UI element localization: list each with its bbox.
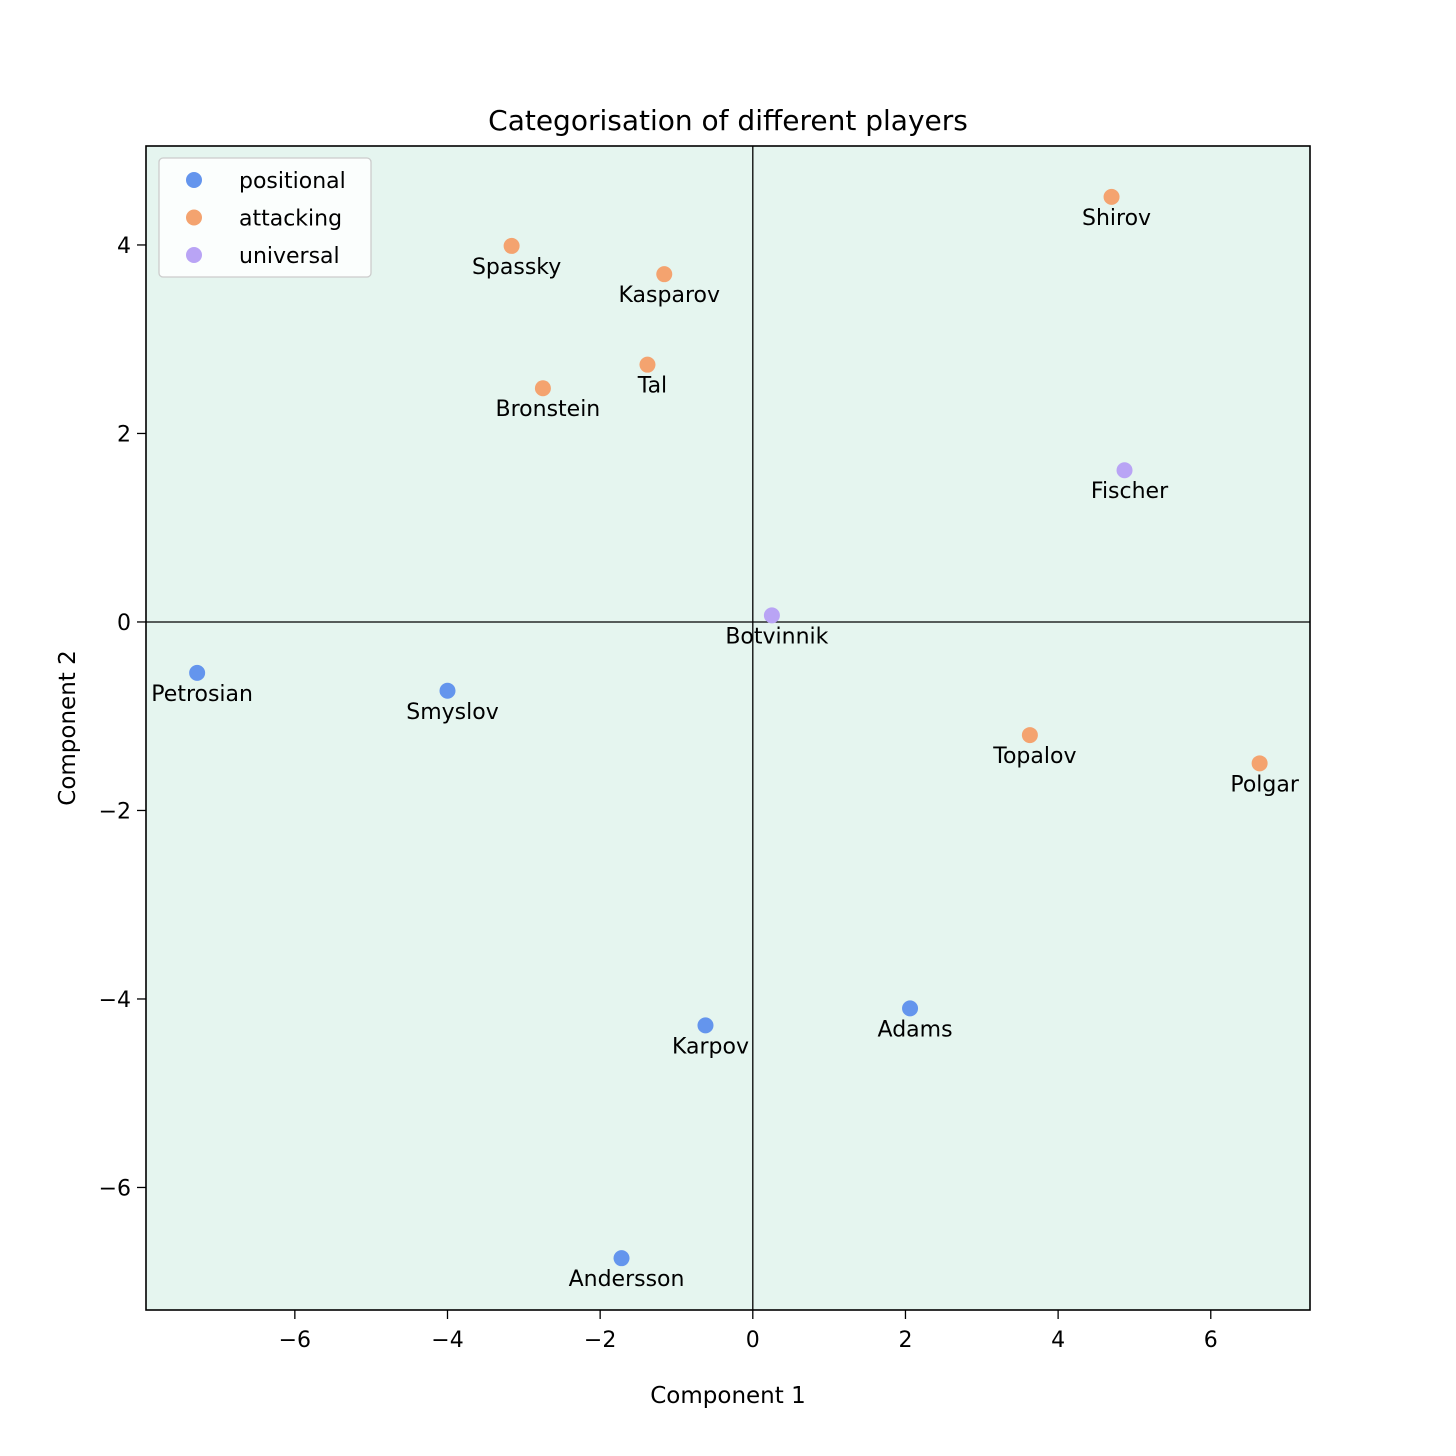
data-point-topalov xyxy=(1021,727,1038,744)
y-tick-label: −6 xyxy=(99,1176,131,1201)
x-tick-label: −2 xyxy=(584,1328,616,1353)
legend-box xyxy=(158,157,372,278)
y-tick-label: 4 xyxy=(117,234,131,259)
point-label-shirov: Shirov xyxy=(1082,206,1151,231)
plot-area: Petrosian Smyslov Karpov Adams Andersson Spas… xyxy=(99,145,1311,1353)
point-label-fischer: Fischer xyxy=(1091,479,1169,504)
data-point-smyslov xyxy=(439,682,456,699)
y-tick-label: −4 xyxy=(99,988,131,1013)
x-tick-label: −6 xyxy=(279,1328,311,1353)
x-tick-label: 4 xyxy=(1051,1328,1065,1353)
point-label-kasparov: Kasparov xyxy=(619,283,720,308)
chart-title: Categorisation of different players xyxy=(488,104,968,137)
legend-marker-attacking xyxy=(186,209,202,226)
point-label-bronstein: Bronstein xyxy=(496,397,601,422)
x-tick-label: 6 xyxy=(1204,1328,1218,1353)
data-point-spassky xyxy=(503,237,520,254)
data-point-petrosian xyxy=(189,664,206,681)
point-label-karpov: Karpov xyxy=(672,1034,749,1059)
data-point-adams xyxy=(902,1000,919,1017)
y-axis-label: Component 2 xyxy=(55,650,81,805)
x-axis-label: Component 1 xyxy=(650,1383,805,1409)
data-point-bronstein xyxy=(534,380,551,397)
x-tick-label: 0 xyxy=(746,1328,760,1353)
plot-background xyxy=(146,146,1310,1310)
point-label-polgar: Polgar xyxy=(1230,772,1300,797)
legend-label-universal: universal xyxy=(239,244,340,269)
data-point-kasparov xyxy=(656,266,673,283)
point-label-botvinnik: Botvinnik xyxy=(725,624,828,649)
point-label-tal: Tal xyxy=(637,374,667,399)
legend: positional attacking universal xyxy=(158,157,372,278)
data-point-karpov xyxy=(697,1017,714,1034)
legend-marker-universal xyxy=(186,247,202,263)
point-label-adams: Adams xyxy=(878,1017,953,1042)
data-point-andersson xyxy=(613,1250,630,1267)
data-point-polgar xyxy=(1251,755,1268,772)
point-label-smyslov: Smyslov xyxy=(406,700,498,725)
axes-frame xyxy=(145,145,1311,1311)
point-label-spassky: Spassky xyxy=(472,255,561,280)
x-tick-label: 2 xyxy=(898,1328,912,1353)
data-point-tal xyxy=(639,356,656,373)
point-label-andersson: Andersson xyxy=(569,1267,685,1292)
y-tick-label: −2 xyxy=(99,799,131,824)
point-label-topalov: Topalov xyxy=(992,744,1076,769)
data-point-fischer xyxy=(1116,462,1133,479)
data-point-botvinnik xyxy=(763,607,780,624)
point-label-petrosian: Petrosian xyxy=(151,682,253,707)
data-point-shirov xyxy=(1103,188,1120,205)
legend-marker-positional xyxy=(186,172,202,188)
y-tick-label: 2 xyxy=(117,422,131,447)
y-tick-label: 0 xyxy=(117,611,131,636)
legend-label-attacking: attacking xyxy=(239,207,342,232)
legend-label-positional: positional xyxy=(239,169,346,194)
x-tick-label: −4 xyxy=(431,1328,463,1353)
